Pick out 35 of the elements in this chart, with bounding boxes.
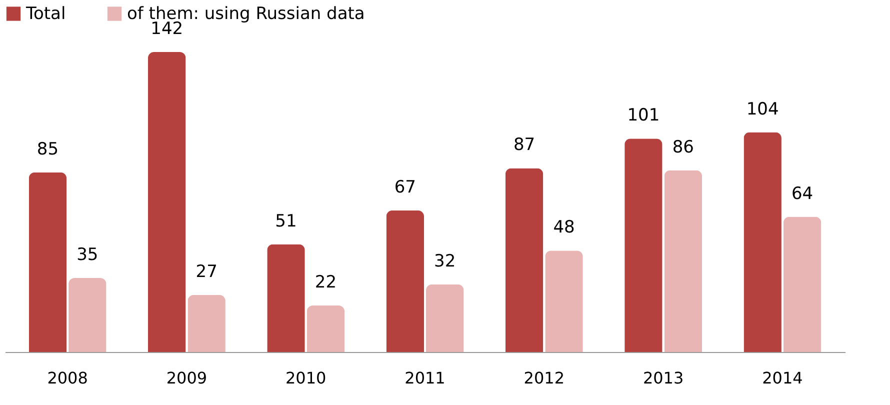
bar [386,210,424,352]
data-label: 86 [672,137,694,158]
data-label: 104 [746,99,779,120]
data-label: 87 [513,135,536,156]
bar [744,132,782,352]
data-label: 64 [791,184,814,204]
data-label: 51 [275,211,297,232]
data-label: 85 [36,139,59,160]
bar [783,216,822,352]
x-tick-label: 2008 [47,368,88,388]
data-label: 32 [434,251,456,272]
bar [68,278,106,352]
bar [624,138,662,352]
data-label: 48 [553,218,575,238]
legend-label: Total [25,4,66,24]
x-tick-label: 2011 [404,368,446,388]
bar [28,172,67,352]
bar [426,284,464,352]
data-label: 101 [627,106,660,126]
data-label: 27 [196,262,218,282]
x-tick-label: 2014 [762,368,803,388]
x-tick-label: 2013 [642,368,684,388]
x-tick-label: 2009 [166,368,208,388]
bar [505,168,544,352]
data-label: 67 [394,177,416,198]
bar [664,170,702,352]
data-label: 35 [76,245,98,266]
x-tick-label: 2012 [524,368,565,388]
bar [148,52,186,352]
bar [545,250,583,352]
data-label: 22 [314,272,337,293]
bar [267,244,305,352]
bar [306,306,345,352]
bar [188,294,226,352]
x-tick-label: 2010 [285,368,326,388]
